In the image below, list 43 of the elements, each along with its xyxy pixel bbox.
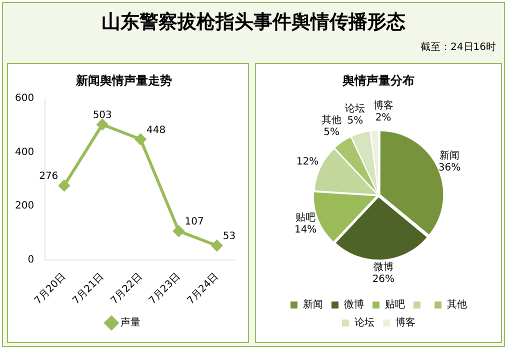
legend-label: 声量 (120, 316, 140, 329)
slice-label: 其他 (322, 114, 342, 126)
slice-label: 贴吧 (296, 212, 316, 224)
legend-label: 博客 (396, 316, 416, 329)
slice-label: 微博 (373, 261, 394, 274)
point (211, 240, 222, 252)
legend-label: 贴吧 (385, 298, 405, 311)
point (135, 134, 146, 145)
x-tick-label: 7月22日 (109, 271, 144, 307)
data-label: 448 (146, 124, 166, 136)
x-tick-label: 7月24日 (185, 271, 221, 307)
chart-title: 舆情声量分布 (342, 73, 414, 88)
x-tick-label: 7月20日 (32, 271, 68, 307)
point (96, 119, 108, 130)
chart-title: 新闻舆情声量走势 (75, 73, 172, 88)
slice-label: 论坛 (345, 102, 366, 115)
point (58, 180, 70, 192)
data-label: 503 (92, 110, 112, 122)
point (173, 226, 184, 237)
x-tick-label: 7月23日 (147, 271, 183, 307)
y-tick-label: 400 (14, 146, 34, 158)
legend-label: 其他 (447, 298, 467, 311)
x-tick-label: 7月21日 (70, 271, 106, 307)
data-label: 276 (39, 171, 58, 182)
data-label: 53 (222, 231, 236, 242)
data-label: 14% (294, 224, 317, 236)
text: 截至：24日16时 (420, 40, 496, 54)
y-tick-label: 200 (14, 200, 34, 212)
legend-label: 新闻 (303, 298, 323, 311)
y-tick-label: 0 (28, 254, 34, 266)
legend-label: 微博 (344, 298, 364, 311)
data-label: 5% (347, 116, 364, 127)
data-label: 12% (296, 156, 319, 168)
slice-label: 博客 (373, 100, 394, 112)
legend-label: 论坛 (354, 316, 374, 329)
data-label: 2% (375, 112, 392, 124)
text: 山东警察拔枪指头事件舆情传播形态 (100, 10, 406, 35)
slice-label: 新闻 (439, 149, 460, 162)
data-label: 26% (372, 274, 395, 286)
data-label: 5% (324, 126, 340, 138)
data-label: 36% (438, 162, 461, 174)
y-tick-label: 600 (14, 92, 34, 104)
data-label: 107 (184, 216, 204, 228)
